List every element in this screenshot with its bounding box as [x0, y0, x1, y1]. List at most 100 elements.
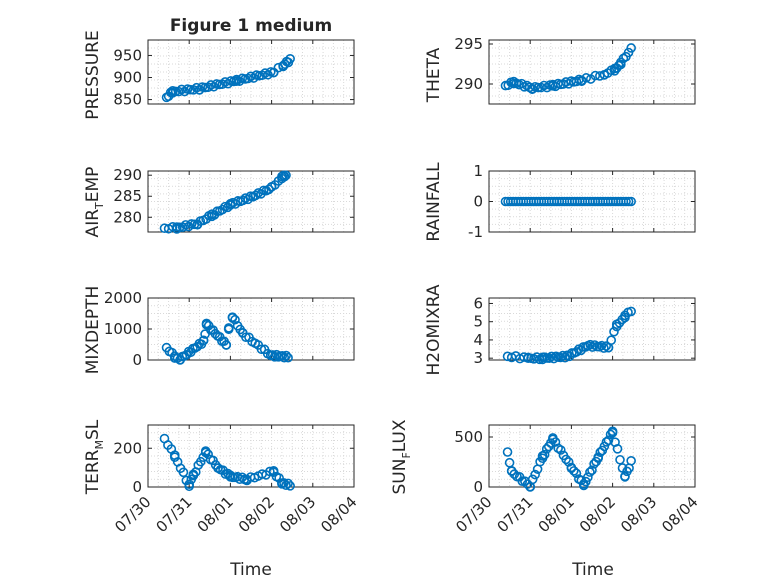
axes-box: [147, 170, 355, 233]
data-point: [626, 43, 636, 53]
x-tick-label: 07/31: [152, 493, 195, 536]
air-temp-axes: 280 285 290: [113, 166, 355, 234]
data-point: [569, 466, 579, 476]
data-point: [285, 481, 295, 491]
data-point: [601, 341, 611, 351]
y-tick-label: 850: [113, 91, 142, 109]
data-point: [263, 69, 273, 80]
air-temp-ylabel: AIRTEMP: [83, 167, 106, 238]
data-point: [277, 350, 288, 361]
y-tick-label: 0: [132, 351, 142, 369]
data-point: [561, 454, 571, 465]
data-point: [519, 352, 529, 362]
y-tick-label: 280: [113, 208, 142, 226]
data-point: [612, 444, 623, 454]
y-tick-label: 5: [473, 313, 483, 331]
data-point: [578, 479, 589, 489]
y-tick-label: 950: [113, 46, 142, 64]
data-point: [527, 84, 538, 95]
pressure-axes: 850 900 950: [113, 39, 355, 109]
pressure-ylabel: PRESSURE: [83, 30, 103, 119]
y-tick-label: 2000: [104, 289, 142, 307]
data-point: [178, 467, 189, 478]
data-point: [509, 469, 520, 479]
y-tick-label: 0: [473, 193, 483, 211]
h2omixra-ylabel: H2OMIXRA: [424, 284, 444, 375]
y-tick-label: 200: [113, 439, 142, 457]
data-point: [256, 344, 267, 355]
data-point: [557, 350, 568, 361]
data-point: [589, 340, 600, 350]
data-point: [626, 306, 636, 317]
data-point: [200, 447, 211, 458]
data-point: [174, 222, 185, 233]
data-point: [593, 453, 603, 464]
data-point: [626, 455, 636, 466]
mixdepth-ylabel: MIXDEPTH: [83, 286, 103, 375]
data-point: [581, 73, 592, 83]
data-point: [241, 332, 251, 343]
data-point: [183, 221, 194, 232]
x-tick-label: 08/01: [535, 493, 578, 536]
data-point: [225, 200, 236, 210]
x-tick-label: 08/04: [658, 493, 701, 536]
data-point: [268, 465, 279, 476]
axes-box: [147, 39, 355, 105]
data-point: [571, 76, 582, 87]
data-point: [185, 84, 196, 95]
data-point: [221, 340, 232, 350]
data-point: [587, 342, 598, 352]
data-point: [502, 447, 513, 457]
left-xlabel: Time: [229, 560, 272, 580]
data-point: [522, 479, 533, 489]
y-tick-label: 290: [113, 166, 142, 184]
data-point: [217, 204, 228, 215]
axes-box: [147, 424, 355, 488]
data-point: [603, 435, 614, 446]
data-point: [537, 354, 548, 365]
data-point: [281, 480, 291, 491]
data-point: [587, 465, 597, 476]
data-point: [590, 70, 601, 81]
data-point: [194, 85, 205, 95]
data-point: [227, 313, 238, 323]
sun-flux-ylabel: SUNFLUX: [390, 419, 413, 494]
data-point: [599, 343, 609, 353]
terr-msl-ylabel: TERRMSL: [83, 419, 106, 495]
data-point: [283, 478, 293, 489]
data-point: [504, 457, 515, 468]
theta-axes: 290 295: [454, 35, 696, 105]
x-tick-label: 07/30: [452, 493, 495, 536]
data-point: [279, 171, 290, 182]
data-point: [281, 350, 291, 361]
y-tick-label: 1000: [104, 320, 142, 338]
y-tick-label: 500: [454, 428, 483, 446]
x-tick-label: 08/02: [576, 493, 619, 536]
data-point: [203, 449, 213, 460]
theta-ylabel: THETA: [424, 47, 444, 103]
data-point: [615, 454, 625, 465]
data-point: [620, 472, 630, 482]
data-point: [556, 445, 566, 455]
data-point: [506, 466, 517, 476]
data-point: [544, 353, 555, 364]
data-point: [571, 468, 582, 479]
data-point: [533, 82, 543, 93]
x-tick-label: 08/03: [617, 493, 660, 536]
data-point: [548, 353, 559, 364]
data-point: [274, 473, 284, 483]
right-xlabel: Time: [571, 560, 614, 580]
data-point: [238, 195, 248, 206]
data-point: [583, 472, 593, 482]
data-point: [626, 196, 636, 207]
data-point: [217, 79, 228, 90]
data-point: [606, 335, 617, 346]
data-point: [560, 352, 570, 363]
data-point: [279, 352, 290, 363]
data-point: [539, 449, 550, 460]
y-tick-label: -1: [468, 223, 483, 241]
y-tick-label: 6: [473, 294, 483, 312]
data-point: [250, 190, 261, 201]
y-tick-label: 900: [113, 69, 142, 87]
